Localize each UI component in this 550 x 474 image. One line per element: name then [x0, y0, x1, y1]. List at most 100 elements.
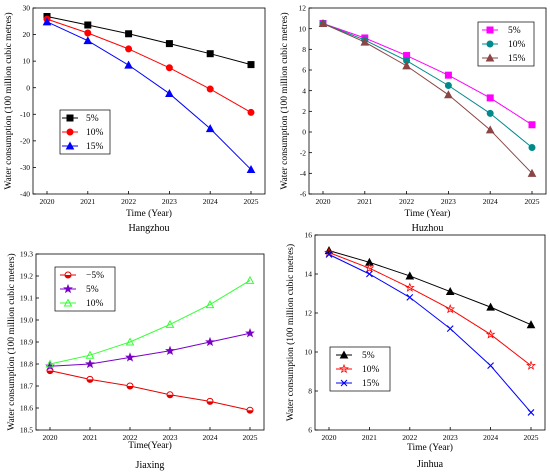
- data-point: [165, 64, 173, 72]
- data-point: [247, 108, 255, 116]
- panel-caption: Jiaxing: [136, 460, 165, 471]
- data-point: [165, 89, 174, 98]
- data-point: [206, 85, 214, 93]
- data-point: [366, 270, 373, 278]
- series-1: [43, 15, 255, 116]
- data-point: [527, 409, 535, 416]
- y-tick-label: 30: [23, 4, 31, 13]
- legend-marker: [486, 26, 494, 34]
- plot-frame: [308, 7, 547, 195]
- data-point: [205, 124, 215, 133]
- y-tick-label: 4: [302, 86, 306, 95]
- data-point: [125, 45, 133, 53]
- data-point: [205, 336, 215, 347]
- series-line: [328, 252, 532, 367]
- y-tick-label: 18.6: [20, 404, 33, 413]
- data-point-fill: [87, 379, 93, 383]
- y-tick-label: 6: [308, 426, 312, 435]
- series-line: [46, 21, 252, 170]
- x-tick-label: 2025: [524, 433, 539, 442]
- series-line: [322, 23, 533, 126]
- chart-panel-1: -6 -4 -2 0 2 4 6 8 10 12 2020 2021 2022 2023 2024 2025 T…: [279, 4, 547, 234]
- x-tick-label: 2021: [357, 197, 372, 206]
- data-point: [406, 294, 414, 301]
- data-point: [446, 325, 454, 332]
- x-tick-label: 2024: [203, 433, 218, 442]
- y-tick-label: 2: [302, 107, 306, 116]
- data-point: [125, 337, 135, 346]
- x-tick-label: 2022: [123, 433, 138, 442]
- y-tick-label: 12: [299, 4, 307, 13]
- data-point: [246, 164, 256, 174]
- x-axis-label: Time(Year): [128, 440, 172, 451]
- legend-label: 10%: [86, 299, 104, 309]
- x-tick-label: 2023: [162, 197, 177, 206]
- data-point: [42, 17, 52, 26]
- data-point: [125, 30, 133, 38]
- chart-panel-2: 18.5 18.6 18.7 18.8 18.9 19.0 19.1 19.2 19.3 2020…: [6, 250, 265, 471]
- series-0: [324, 246, 536, 329]
- series-2: [45, 275, 255, 368]
- x-tick-label: 2021: [362, 433, 377, 442]
- data-point: [245, 328, 255, 338]
- data-point: [486, 302, 495, 311]
- y-tick-label: -10: [20, 110, 30, 119]
- legend-marker: [65, 141, 75, 150]
- y-tick-label: -40: [20, 190, 30, 199]
- data-point: [165, 345, 175, 355]
- y-tick-label: 10: [299, 24, 307, 33]
- y-tick-label: 0: [26, 83, 30, 92]
- data-point: [45, 359, 55, 368]
- series-line: [328, 250, 532, 326]
- data-point: [325, 251, 333, 258]
- x-tick-label: 2025: [244, 197, 259, 206]
- series-2: [318, 18, 537, 177]
- data-point: [486, 94, 494, 102]
- data-point: [360, 37, 370, 46]
- data-point: [318, 18, 328, 27]
- data-point: [247, 61, 255, 69]
- x-tick-label: 2024: [203, 197, 218, 206]
- x-tick-label: 2022: [121, 197, 136, 206]
- series-line: [46, 18, 252, 113]
- y-tick-label: -20: [20, 136, 30, 145]
- series-line: [322, 23, 533, 148]
- x-tick-label: 2022: [402, 433, 417, 442]
- x-axis-label: Time (Year): [405, 208, 451, 219]
- series-line: [328, 254, 532, 413]
- data-point: [486, 109, 494, 117]
- x-tick-label: 2025: [243, 433, 258, 442]
- y-tick-label: 10: [305, 348, 313, 357]
- series-2: [42, 17, 256, 174]
- y-tick-label: 18.9: [20, 338, 33, 347]
- y-tick-label: 19.1: [20, 294, 33, 303]
- series-0: [46, 367, 254, 414]
- chart-panel-0: -40 -30 -20 -10 0 10 20 30 2020 2021 2022 2023 2024 2…: [3, 4, 266, 234]
- y-tick-label: -2: [300, 148, 306, 157]
- data-point: [445, 303, 456, 314]
- data-point: [405, 271, 415, 280]
- data-point: [445, 286, 455, 296]
- data-point: [526, 320, 536, 329]
- data-point: [444, 71, 452, 79]
- legend-label: −5%: [86, 271, 104, 281]
- x-tick-label: 2024: [483, 197, 498, 206]
- series-line: [49, 332, 251, 367]
- x-tick-label: 2020: [316, 197, 331, 206]
- y-tick-label: 0: [302, 128, 306, 137]
- chart-panel-3: 6 8 10 12 14 16 2020 2021 2022 2023 2024 2025 Time (…: [285, 231, 546, 470]
- series-line: [322, 23, 533, 174]
- legend-marker: [63, 283, 73, 294]
- data-point-fill: [47, 370, 53, 374]
- x-tick-label: 2022: [399, 197, 414, 206]
- legend-label: 15%: [86, 142, 104, 152]
- y-tick-label: 19.0: [20, 316, 33, 325]
- x-tick-label: 2021: [80, 197, 95, 206]
- y-tick-label: 8: [308, 387, 312, 396]
- data-point: [165, 319, 175, 328]
- data-point: [404, 282, 415, 292]
- legend-label: 5%: [362, 351, 375, 361]
- legend-marker: [486, 40, 494, 48]
- y-tick-label: 14: [305, 270, 313, 279]
- y-tick-label: 19.2: [20, 272, 33, 281]
